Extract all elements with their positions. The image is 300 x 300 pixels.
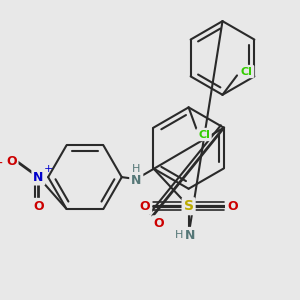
Text: Cl: Cl — [198, 130, 210, 140]
Text: H: H — [175, 230, 183, 240]
Text: -: - — [0, 157, 2, 171]
Text: O: O — [33, 200, 44, 213]
Text: N: N — [185, 229, 196, 242]
Text: S: S — [184, 199, 194, 213]
Text: O: O — [140, 200, 150, 213]
Text: O: O — [153, 217, 164, 230]
Text: N: N — [33, 171, 43, 184]
Text: O: O — [6, 155, 16, 168]
Text: N: N — [131, 175, 142, 188]
Text: O: O — [227, 200, 238, 213]
Text: Cl: Cl — [241, 67, 253, 76]
Text: H: H — [132, 164, 140, 174]
Text: +: + — [44, 164, 53, 174]
